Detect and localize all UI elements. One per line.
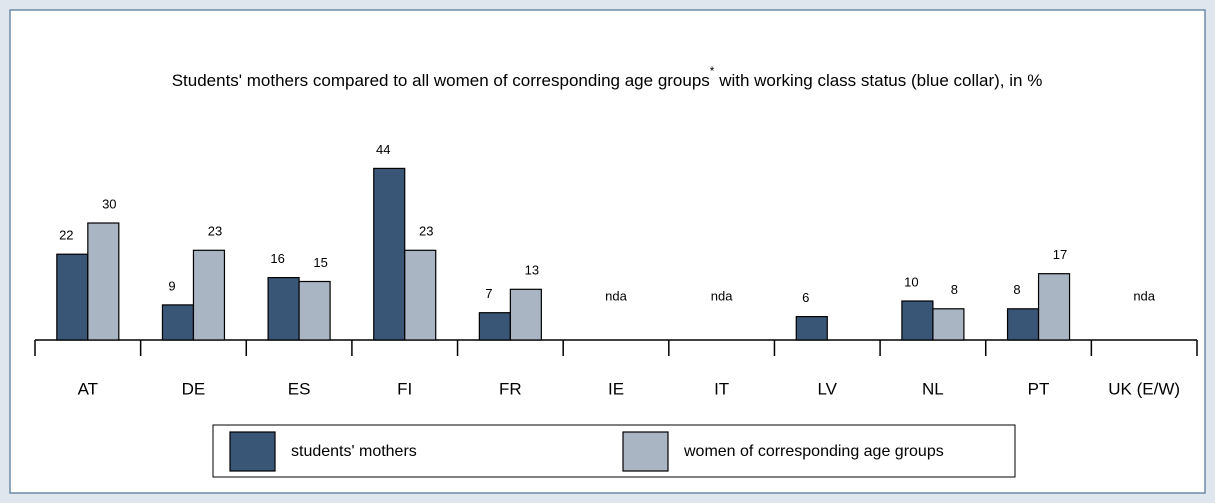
bar <box>56 253 89 341</box>
value-label: 15 <box>313 255 327 270</box>
value-label: 6 <box>802 290 809 305</box>
title-marker: * <box>710 64 715 78</box>
bar <box>373 167 406 341</box>
x-tick-label: DE <box>182 379 206 398</box>
value-label: 23 <box>419 224 433 239</box>
x-tick-label: IT <box>714 379 729 398</box>
x-tick-label: AT <box>78 379 98 398</box>
x-tick-label: IE <box>608 379 624 398</box>
bar <box>161 304 195 341</box>
bar <box>478 312 511 341</box>
legend-swatch <box>229 431 276 472</box>
x-tick-label: FR <box>499 379 522 398</box>
title-main: Students' mothers compared to all women … <box>172 71 710 90</box>
no-data-label: nda <box>1133 288 1155 303</box>
value-label: 30 <box>102 196 116 211</box>
no-data-label: nda <box>711 288 733 303</box>
value-label: 7 <box>485 286 492 301</box>
bar <box>901 300 934 341</box>
value-label: 16 <box>270 251 284 266</box>
value-label: 8 <box>1013 282 1020 297</box>
x-tick-label: FI <box>397 379 412 398</box>
bar <box>87 222 120 341</box>
bar <box>298 280 331 341</box>
value-label: 17 <box>1053 247 1067 262</box>
bar <box>795 316 828 341</box>
value-label: 22 <box>59 228 73 243</box>
value-label: 10 <box>904 274 918 289</box>
x-tick-label: UK (E/W) <box>1108 379 1180 398</box>
legend-box <box>212 424 1016 478</box>
legend-label: women of corresponding age groups <box>683 443 944 460</box>
x-tick-label: PT <box>1028 379 1050 398</box>
bar <box>267 277 300 341</box>
bar <box>404 249 437 341</box>
value-label: 9 <box>168 278 175 293</box>
value-label: 8 <box>951 282 958 297</box>
x-tick-label: ES <box>288 379 311 398</box>
bar <box>509 288 542 341</box>
no-data-label: nda <box>605 288 627 303</box>
legend-swatch <box>622 431 669 472</box>
value-label: 13 <box>525 263 539 278</box>
x-tick-label: LV <box>817 379 837 398</box>
bar <box>932 308 965 341</box>
chart-title: Students' mothers compared to all women … <box>172 64 1043 90</box>
bar <box>192 249 226 341</box>
x-tick-label: NL <box>922 379 944 398</box>
bar <box>1037 273 1071 341</box>
value-label: 44 <box>376 142 390 157</box>
title-end: with working class status (blue collar),… <box>714 71 1042 90</box>
bar <box>1006 308 1040 341</box>
value-label: 23 <box>208 224 222 239</box>
legend-label: students' mothers <box>291 443 417 460</box>
